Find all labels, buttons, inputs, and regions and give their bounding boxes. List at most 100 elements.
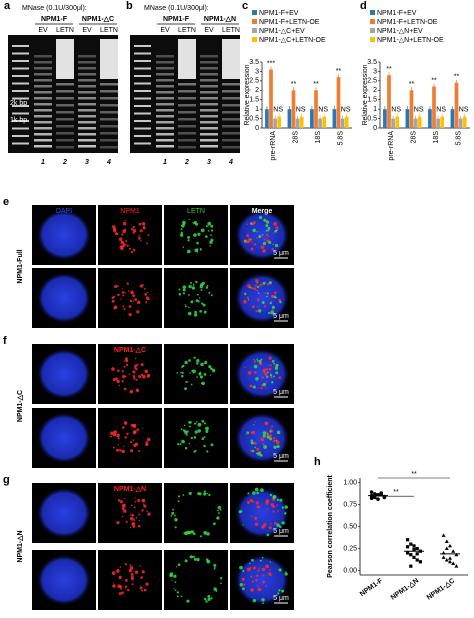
signal bbox=[203, 422, 207, 425]
signal bbox=[246, 223, 249, 226]
signal bbox=[208, 291, 211, 294]
signal bbox=[111, 571, 116, 575]
signal bbox=[184, 559, 188, 563]
signal bbox=[176, 566, 178, 568]
signal bbox=[205, 225, 208, 228]
gel-band bbox=[34, 115, 52, 118]
signal bbox=[242, 524, 244, 526]
signal bbox=[259, 559, 262, 562]
signal bbox=[118, 448, 122, 452]
signal bbox=[273, 445, 277, 449]
signal bbox=[132, 248, 136, 252]
signal bbox=[138, 449, 141, 452]
gel-band bbox=[34, 109, 52, 112]
signal bbox=[199, 309, 203, 313]
significance-label: ** bbox=[313, 81, 319, 88]
signal bbox=[252, 491, 256, 495]
bar bbox=[318, 118, 322, 128]
signal bbox=[186, 599, 190, 603]
signal bbox=[180, 595, 183, 598]
signal bbox=[193, 356, 196, 359]
data-point bbox=[448, 556, 452, 560]
significance-label: ** bbox=[386, 66, 392, 73]
signal bbox=[264, 292, 267, 294]
gel-band bbox=[34, 91, 52, 94]
signal bbox=[262, 443, 265, 446]
signal bbox=[265, 224, 269, 228]
signal bbox=[116, 521, 120, 525]
signal bbox=[265, 229, 268, 232]
gel-band bbox=[56, 118, 74, 121]
signal bbox=[250, 441, 254, 445]
signal bbox=[251, 449, 255, 453]
signal bbox=[196, 376, 198, 378]
signal bbox=[256, 289, 259, 292]
signal bbox=[136, 310, 140, 314]
gel-band bbox=[134, 67, 151, 70]
scale-bar-label: 5 μm bbox=[273, 250, 289, 257]
signal bbox=[254, 446, 256, 449]
signal bbox=[251, 241, 253, 243]
signal bbox=[147, 373, 151, 377]
gel-band bbox=[12, 105, 29, 107]
gel-band bbox=[156, 109, 174, 112]
signal bbox=[265, 499, 270, 503]
signal bbox=[110, 431, 114, 436]
signal bbox=[201, 302, 204, 305]
signal bbox=[254, 371, 257, 374]
signal bbox=[284, 512, 287, 515]
signal bbox=[122, 243, 126, 247]
gel-band bbox=[134, 97, 151, 100]
gel-band bbox=[34, 55, 52, 58]
signal bbox=[276, 523, 280, 527]
lane-number: 3 bbox=[207, 159, 211, 166]
signal bbox=[142, 226, 146, 230]
signal bbox=[135, 368, 138, 371]
signal bbox=[131, 522, 135, 526]
bar bbox=[269, 69, 273, 128]
signal bbox=[210, 294, 213, 297]
signal bbox=[119, 566, 122, 568]
signal bbox=[174, 526, 177, 529]
x-tick-label: 18S bbox=[433, 131, 440, 144]
signal bbox=[188, 425, 191, 428]
signal bbox=[126, 244, 129, 247]
significance-label: ** bbox=[431, 77, 437, 84]
signal bbox=[269, 493, 273, 497]
signal bbox=[275, 296, 277, 299]
signal bbox=[124, 579, 128, 582]
signal bbox=[187, 311, 192, 316]
signal bbox=[180, 228, 183, 231]
gel-band bbox=[100, 111, 118, 114]
data-point bbox=[369, 490, 374, 494]
signal bbox=[250, 575, 253, 578]
signal bbox=[132, 575, 134, 578]
signal bbox=[219, 508, 222, 511]
gel-band bbox=[222, 139, 240, 142]
gel-band bbox=[178, 83, 196, 86]
signal bbox=[134, 570, 139, 574]
scale-bar-label: 5 μm bbox=[273, 528, 289, 535]
group-label: NPM1-F bbox=[163, 16, 190, 23]
signal bbox=[254, 522, 259, 526]
gel-band bbox=[78, 97, 96, 100]
signal bbox=[272, 498, 276, 502]
x-tick-label: NPM1-F bbox=[359, 577, 385, 598]
gel-band bbox=[222, 118, 240, 121]
signal bbox=[179, 443, 182, 446]
signal bbox=[266, 508, 269, 510]
data-point bbox=[406, 551, 410, 555]
signal bbox=[261, 575, 263, 577]
signal bbox=[132, 430, 137, 435]
gel-band bbox=[34, 127, 52, 130]
signal bbox=[269, 569, 271, 571]
signal bbox=[254, 487, 259, 492]
signal bbox=[136, 363, 139, 366]
signal bbox=[200, 228, 205, 233]
gel-band bbox=[78, 115, 96, 118]
signal bbox=[112, 446, 115, 449]
ns-label: NS bbox=[459, 107, 469, 114]
data-point bbox=[415, 552, 419, 556]
signal bbox=[243, 299, 247, 304]
signal bbox=[196, 241, 199, 245]
